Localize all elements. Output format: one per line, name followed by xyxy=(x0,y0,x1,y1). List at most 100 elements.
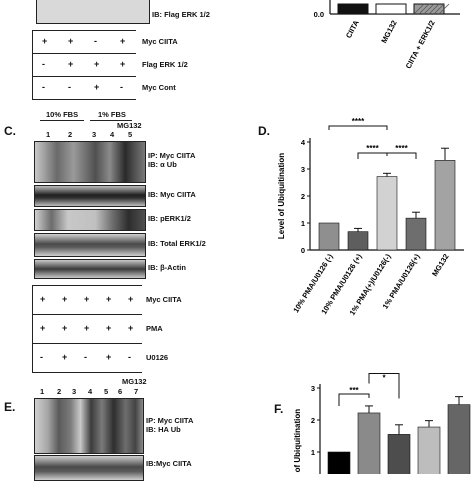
panel-c-sign: + xyxy=(84,322,90,333)
panel-a-sign: + xyxy=(42,35,48,46)
panel-c-sign: + xyxy=(84,293,90,304)
panel-e-blot xyxy=(34,455,144,481)
panel-d-bar xyxy=(376,176,398,251)
panel-a-blot-label: IB: Flag ERK 1/2 xyxy=(152,10,210,19)
panel-e-lane-number: 7 xyxy=(134,387,139,396)
panel-a-sign: - xyxy=(68,81,71,92)
panel-c-lane-number: 1 xyxy=(46,130,51,139)
panel-c-sign: + xyxy=(106,351,112,362)
panel-e-lane-number: 2 xyxy=(57,387,62,396)
panel-a-blot xyxy=(36,0,150,24)
panel-e-lane-number: 4 xyxy=(88,387,93,396)
panel-a-grid-row-line xyxy=(32,76,136,77)
panel-c-condition-label: Myc CIITA xyxy=(146,294,182,304)
panel-c-blot xyxy=(34,259,146,279)
panel-e-blot-label: IB: HA Ub xyxy=(146,425,181,434)
panel-e-mg132-label: MG132 xyxy=(122,377,147,386)
panel-d-y-label: Level of Ubiquitination xyxy=(277,153,286,239)
panel-a-sign: - xyxy=(120,81,123,92)
panel-e-lane-number: 1 xyxy=(40,387,45,396)
panel-c-sign: - xyxy=(84,351,87,362)
panel-c-grid-top xyxy=(32,285,142,286)
panel-f-significance-bracket xyxy=(338,393,370,406)
panel-d-category-label: MG132 xyxy=(430,252,451,278)
panel-e-blot-label: IP: Myc CIITA xyxy=(146,416,194,425)
panel-b-category-label: MG132 xyxy=(379,19,398,45)
panel-e-blot-label: IB:Myc CIITA xyxy=(146,459,192,468)
panel-d-y-tick-label: 4 xyxy=(301,138,306,147)
panel-a-grid-left xyxy=(32,30,33,99)
panel-e-letter: E. xyxy=(4,400,16,414)
panel-f-y-tick-label: 1 xyxy=(311,448,315,457)
panel-f-significance-label: *** xyxy=(349,386,359,395)
panel-c-group-underline-2 xyxy=(90,120,132,121)
panel-d-y-tick-label: 1 xyxy=(301,219,305,228)
panel-d-significance-label: **** xyxy=(352,117,365,126)
panel-f-bar xyxy=(357,412,381,474)
panel-f-bar xyxy=(417,426,441,474)
panel-c-lane-number: 4 xyxy=(110,130,115,139)
panel-c-sign: + xyxy=(62,351,68,362)
panel-d-bar xyxy=(434,160,456,251)
panel-c-group-1fbs: 1% FBS xyxy=(98,110,126,119)
panel-c-sign: - xyxy=(40,351,43,362)
panel-b-bar-hatch xyxy=(413,3,425,15)
panel-b-y-tick: 0.0 xyxy=(314,10,324,19)
panel-f-significance-label: * xyxy=(382,374,386,383)
panel-c-group-10fbs: 10% FBS xyxy=(46,110,79,119)
panel-c-sign: + xyxy=(40,322,46,333)
panel-c-sign: + xyxy=(62,293,68,304)
panel-d-significance-label: **** xyxy=(395,144,408,153)
panel-b-chart: 0.0 CIITA MG132 CIITA + ERK1/2 xyxy=(314,0,460,71)
panel-d-letter: D. xyxy=(258,124,270,138)
panel-f-bar xyxy=(327,451,351,474)
panel-b-bar-hatch xyxy=(418,3,430,15)
panel-a-sign: - xyxy=(42,81,45,92)
panel-a-condition-label: Myc CIITA xyxy=(142,36,178,46)
panel-a-condition-label: Myc Cont xyxy=(142,82,176,92)
panel-f-letter: F. xyxy=(274,402,284,416)
panel-f-bar xyxy=(447,404,471,474)
panel-a-sign: + xyxy=(94,58,100,69)
panel-c-sign: - xyxy=(128,351,131,362)
panel-c-sign: + xyxy=(128,293,134,304)
panel-c-sign: + xyxy=(106,293,112,304)
panel-a-sign: + xyxy=(68,35,74,46)
panel-c-blot-label: IP: Myc CIITA xyxy=(148,151,196,160)
panel-c-mg132-label: MG132 xyxy=(117,121,142,130)
panel-c-condition-label: U0126 xyxy=(146,352,169,362)
panel-d-bar xyxy=(405,217,427,251)
panel-b-bar-hatch xyxy=(423,3,435,15)
panel-c-sign: + xyxy=(40,293,46,304)
panel-b-category-label: CIITA xyxy=(344,18,361,40)
panel-a-sign: + xyxy=(120,35,126,46)
panel-c-blot-label: IB: α Ub xyxy=(148,160,177,169)
panel-c-blot-label: IB: Total ERK1/2 xyxy=(148,238,206,248)
panel-d-significance-label: **** xyxy=(366,144,379,153)
panel-a-sign: + xyxy=(94,81,100,92)
panel-c-lane-number: 2 xyxy=(68,130,73,139)
panel-e-lane-number: 5 xyxy=(104,387,109,396)
panel-a-grid-row-line xyxy=(32,53,136,54)
panel-a-grid-top xyxy=(32,30,136,31)
panel-b-bar-hatch xyxy=(433,3,445,15)
panel-a-condition-label: Flag ERK 1/2 xyxy=(142,59,188,69)
panel-c-condition-label: PMA xyxy=(146,323,163,333)
panel-c-lane-number: 3 xyxy=(92,130,97,139)
panel-f-significance-bracket xyxy=(368,373,400,399)
panel-e-lane-number: 3 xyxy=(72,387,77,396)
panel-c-group-underline-1 xyxy=(40,120,84,121)
panel-c-sign: + xyxy=(62,322,68,333)
panel-d-bar xyxy=(318,222,340,251)
panel-b-bar-hatch xyxy=(428,3,440,15)
panel-c-blot xyxy=(34,233,146,257)
panel-c-blot xyxy=(34,185,146,207)
panel-b-bar xyxy=(337,3,369,15)
panel-c-sign: + xyxy=(128,322,134,333)
panel-f-bar xyxy=(387,434,411,474)
panel-c-sign: + xyxy=(106,322,112,333)
panel-e-lane-number: 6 xyxy=(118,387,123,396)
panel-d-significance-bracket xyxy=(386,152,417,159)
panel-b-category-label: CIITA + ERK1/2 xyxy=(404,19,437,71)
